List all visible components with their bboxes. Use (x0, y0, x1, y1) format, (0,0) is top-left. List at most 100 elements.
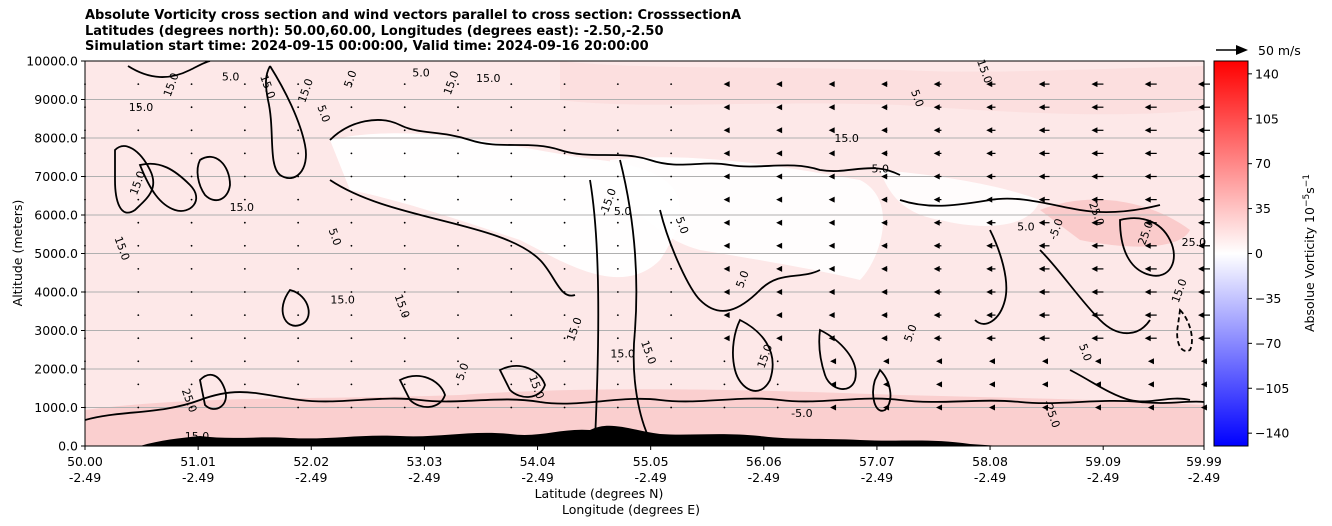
wind-vector-head (723, 265, 730, 272)
wind-vector (616, 175, 619, 178)
y-tick-label: 4000.0 (34, 285, 78, 300)
colorbar-ticks: 140 105 70 35 0 −35 −70 −105 −140 (1248, 66, 1289, 441)
wind-vector-head (986, 150, 993, 157)
wind-vector (563, 314, 566, 316)
wind-vector-head (828, 104, 835, 111)
wind-vector (350, 360, 353, 363)
wind-vector-head (723, 81, 730, 88)
wind-vector-head (1198, 150, 1204, 157)
wind-vector-head (986, 289, 993, 295)
wind-vector-head (723, 150, 730, 157)
wind-vector-head (986, 219, 993, 226)
wind-vector-head (1038, 242, 1045, 249)
x-axis-ticks: 50.00-2.4951.01-2.4952.02-2.4953.03-2.49… (67, 446, 1222, 485)
wind-vector (297, 83, 300, 85)
wind-vector (616, 221, 619, 224)
wind-vector (563, 83, 566, 85)
wind-vector (510, 221, 513, 224)
wind-vector-head (1198, 219, 1204, 226)
wind-vector-head (1094, 381, 1101, 388)
wind-vector (297, 314, 300, 316)
colorbar: 140 105 70 35 0 −35 −70 −105 −140 Absolue Vortic… (1213, 60, 1317, 447)
wind-vector-head (1041, 404, 1048, 411)
x-tick-label-lat: 59.09 (1085, 454, 1121, 469)
wind-vector (243, 383, 246, 386)
wind-vector (190, 152, 193, 155)
x-tick-label-lat: 56.06 (746, 454, 782, 469)
wind-vector-head (723, 335, 730, 342)
wind-vector-head (986, 265, 993, 272)
wind-vector (243, 152, 246, 155)
colorbar-tick-label: 35 (1255, 201, 1271, 216)
wind-vector-head (989, 358, 996, 365)
wind-vector (670, 337, 673, 340)
wind-vector (137, 360, 140, 363)
x-tick-label-lat: 58.08 (972, 454, 1008, 469)
wind-vector-head (1144, 173, 1151, 180)
wind-vector (616, 244, 619, 247)
contour-label: 15.0 (476, 72, 501, 85)
wind-vector (403, 314, 406, 316)
wind-vector (137, 221, 140, 224)
x-tick-label-lat: 50.00 (67, 454, 103, 469)
wind-vector (457, 337, 459, 340)
x-tick-label-lon: -2.49 (861, 470, 893, 485)
contour-label: 5.0 (314, 103, 332, 124)
wind-vector-head (723, 104, 730, 111)
wind-vector-head (1091, 265, 1098, 272)
wind-vector (457, 198, 459, 201)
wind-vector (616, 337, 619, 340)
wind-vector-head (1038, 150, 1045, 157)
wind-vector-head (1038, 265, 1045, 272)
colorbar-tick-label: −70 (1255, 336, 1281, 351)
wind-vector (563, 291, 566, 293)
wind-vector (190, 221, 193, 224)
contour-label: 15.0 (834, 132, 859, 145)
wind-vector (670, 291, 673, 293)
wind-vector (243, 198, 246, 201)
y-tick-label: 10000.0 (26, 54, 78, 69)
wind-vector (670, 244, 673, 247)
wind-vector (616, 83, 619, 85)
wind-vector (670, 83, 673, 85)
wind-vector (510, 198, 513, 201)
wind-vector-head (1198, 196, 1204, 203)
wind-vector (350, 383, 353, 386)
y-axis-label: Altitude (meters) (10, 200, 25, 307)
contour-label: 5.0 (453, 361, 471, 382)
wind-vector (616, 291, 619, 293)
wind-vector (137, 268, 140, 270)
wind-vector-head (986, 242, 993, 249)
colorbar-label: Absolue Vorticity 10−5s−1 (1302, 174, 1317, 332)
wind-vector (137, 337, 140, 340)
wind-vector (563, 152, 566, 155)
wind-vector-head (881, 150, 888, 157)
wind-vector-head (1038, 127, 1045, 134)
wind-vector (510, 129, 513, 132)
wind-vector (563, 337, 566, 340)
x-tick-label-lon: -2.49 (1087, 470, 1119, 485)
wind-vector (190, 383, 193, 386)
y-tick-label: 5000.0 (34, 246, 78, 261)
wind-vector (350, 175, 353, 178)
wind-vector-head (1091, 150, 1098, 157)
wind-vector (190, 291, 193, 293)
wind-vector (350, 314, 353, 316)
wind-vector-head (1038, 81, 1045, 88)
wind-vector-head (830, 404, 837, 411)
wind-vector (190, 198, 193, 201)
y-tick-label: 1000.0 (34, 400, 78, 415)
wind-vector-head (828, 81, 835, 88)
wind-vector-head (776, 219, 783, 226)
wind-vector (616, 268, 619, 270)
wind-vector (137, 291, 140, 293)
wind-vector-head (1094, 404, 1101, 411)
wind-vector (350, 152, 353, 155)
colorbar-gradient (1213, 60, 1249, 447)
wind-vector-head (776, 289, 783, 295)
wind-vector (403, 221, 406, 224)
wind-vector (510, 244, 513, 247)
wind-vector (457, 221, 459, 224)
wind-vector-head (1091, 104, 1098, 111)
